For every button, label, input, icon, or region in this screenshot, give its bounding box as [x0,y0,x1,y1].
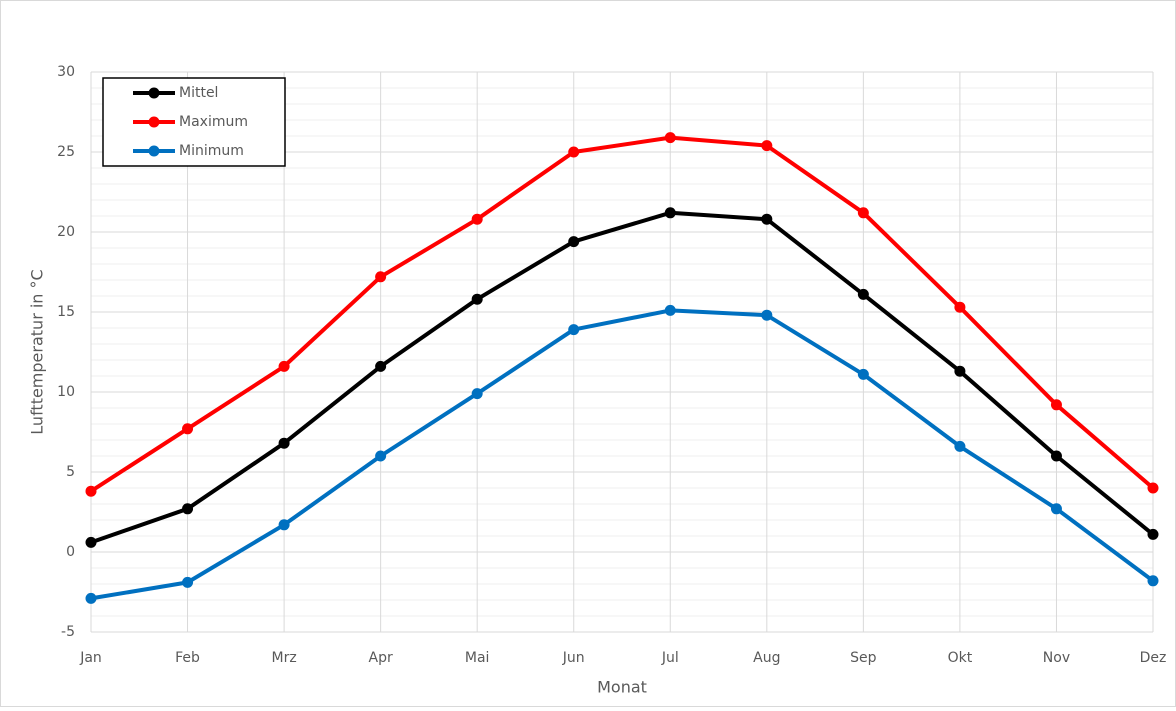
data-point [857,288,869,300]
legend-marker [148,145,160,157]
legend-marker [148,116,160,128]
data-point [664,304,676,316]
series-line [89,135,1155,493]
data-point [471,388,483,400]
x-tick-label: Mrz [271,650,296,666]
y-tick-label: 10 [57,384,75,400]
data-point [182,576,194,588]
x-tick-label: Okt [948,650,973,666]
data-point [182,503,194,515]
data-point [85,485,97,497]
x-tick-label: Mai [465,650,490,666]
data-point [664,132,676,144]
data-point [375,450,387,462]
y-tick-label: 25 [57,144,75,160]
y-tick-label: 20 [57,224,75,240]
x-tick-label: Dez [1140,650,1167,666]
y-tick-label: 0 [66,544,75,560]
data-point [375,271,387,283]
x-axis-title: Monat [597,678,647,697]
data-point [471,213,483,225]
x-tick-label: Sep [850,650,877,666]
y-tick-label: 15 [57,304,75,320]
data-point [1147,528,1159,540]
x-tick-label: Apr [369,650,393,666]
data-point [471,293,483,305]
x-tick-label: Feb [175,650,200,666]
y-tick-label: -5 [61,624,75,640]
data-point [761,309,773,321]
y-tick-label: 5 [66,464,75,480]
data-point [182,423,194,435]
legend-marker [148,87,160,99]
data-point [1050,450,1062,462]
data-point [278,360,290,372]
data-point [954,440,966,452]
data-point [857,368,869,380]
x-tick-label: Nov [1043,650,1070,666]
data-point [664,207,676,219]
data-point [761,213,773,225]
y-tick-label: 30 [57,64,75,80]
x-tick-label: Jul [661,650,679,666]
data-point [278,519,290,531]
data-point [375,360,387,372]
x-tick-label: Jan [79,650,102,666]
data-point [85,592,97,604]
data-point [568,324,580,336]
data-point [857,207,869,219]
data-point [568,146,580,158]
data-point [954,365,966,377]
legend-label: Maximum [179,114,248,130]
x-tick-label: Aug [753,650,780,666]
y-axis-title: Lufttemperatur in °C [28,269,47,434]
series-line [90,308,1155,601]
series-line [90,210,1155,545]
legend-label: Minimum [179,143,244,159]
data-point [1050,503,1062,515]
data-point [1147,575,1159,587]
data-point [954,301,966,313]
data-point [278,437,290,449]
data-point [761,140,773,152]
data-point [1147,482,1159,494]
x-tick-label: Jun [562,650,585,666]
legend-label: Mittel [179,85,218,101]
data-point [1050,399,1062,411]
data-point [568,236,580,248]
data-point [85,536,97,548]
